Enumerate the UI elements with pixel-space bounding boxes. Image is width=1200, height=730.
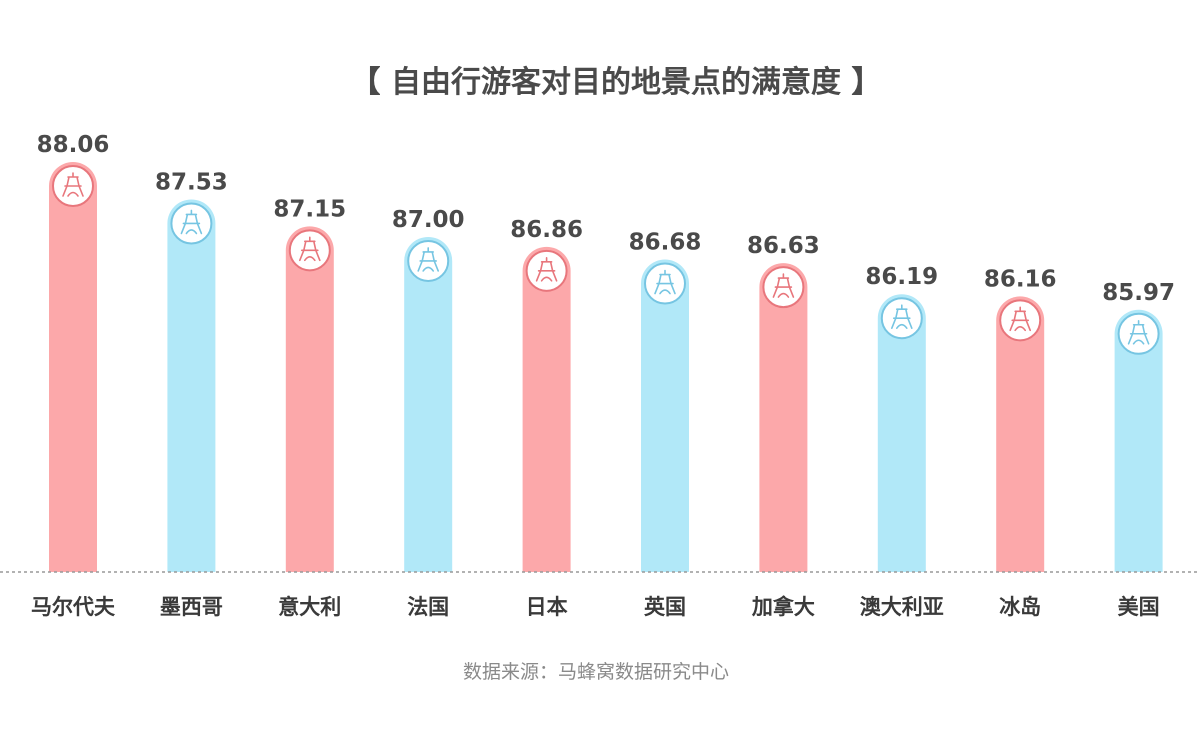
bars-group: 88.06 87.53 87.15 87.00 86.86 86.68 86.63 86.19…	[37, 132, 1175, 573]
bar-group: 86.86	[510, 217, 583, 572]
bar-value-label: 86.16	[984, 266, 1057, 292]
bar	[759, 263, 808, 572]
eiffel-tower-icon	[880, 297, 923, 340]
bar-value-label: 87.53	[155, 169, 228, 195]
bar-group: 87.15	[273, 196, 346, 573]
eiffel-tower-icon	[1117, 312, 1160, 355]
bar-group: 87.00	[392, 207, 465, 572]
data-source-note: 数据来源：马蜂窝数据研究中心	[463, 661, 729, 683]
category-label: 美国	[1118, 595, 1160, 619]
bar-group: 85.97	[1102, 280, 1175, 572]
bar	[641, 259, 689, 572]
eiffel-tower-icon	[525, 249, 568, 292]
category-label: 日本	[526, 595, 568, 619]
eiffel-tower-icon	[170, 202, 213, 245]
eiffel-tower-icon	[288, 229, 331, 272]
bar-group: 86.16	[984, 266, 1057, 572]
category-label: 法国	[407, 595, 449, 619]
bar-group: 86.19	[865, 264, 938, 572]
bar-value-label: 88.06	[37, 132, 110, 158]
bar-group: 86.68	[629, 230, 702, 572]
bar-value-label: 86.86	[510, 217, 583, 243]
category-label: 马尔代夫	[31, 595, 116, 619]
category-label: 澳大利亚	[860, 595, 944, 619]
chart-title: 【 自由行游客对目的地景点的满意度 】	[351, 65, 882, 100]
bar	[285, 226, 334, 573]
bar	[404, 236, 453, 572]
bar	[49, 162, 97, 572]
bar	[167, 199, 216, 572]
bar-group: 86.63	[747, 233, 820, 572]
bar	[877, 294, 926, 572]
bar	[522, 246, 571, 572]
bar-value-label: 86.68	[629, 230, 702, 256]
bar-value-label: 86.19	[865, 264, 938, 290]
bar-group: 87.53	[155, 169, 228, 572]
category-label: 意大利	[278, 595, 341, 619]
bar	[1114, 309, 1163, 572]
category-label: 冰岛	[999, 595, 1041, 619]
category-label: 英国	[644, 595, 686, 619]
eiffel-tower-icon	[999, 299, 1042, 342]
category-label: 墨西哥	[160, 595, 223, 619]
bar-value-label: 87.00	[392, 207, 465, 233]
bar-group: 88.06	[37, 132, 110, 572]
eiffel-tower-icon	[407, 239, 450, 282]
bar	[996, 296, 1045, 572]
bar-value-label: 87.15	[273, 196, 346, 222]
eiffel-tower-icon	[762, 266, 805, 309]
eiffel-tower-icon	[644, 262, 686, 305]
eiffel-tower-icon	[52, 165, 94, 207]
category-labels: 马尔代夫 墨西哥 意大利 法国 日本 英国 加拿大 澳大利亚 冰岛 美国	[31, 595, 1160, 619]
category-label: 加拿大	[751, 595, 815, 619]
bar-value-label: 85.97	[1102, 280, 1175, 306]
bar-value-label: 86.63	[747, 233, 820, 259]
